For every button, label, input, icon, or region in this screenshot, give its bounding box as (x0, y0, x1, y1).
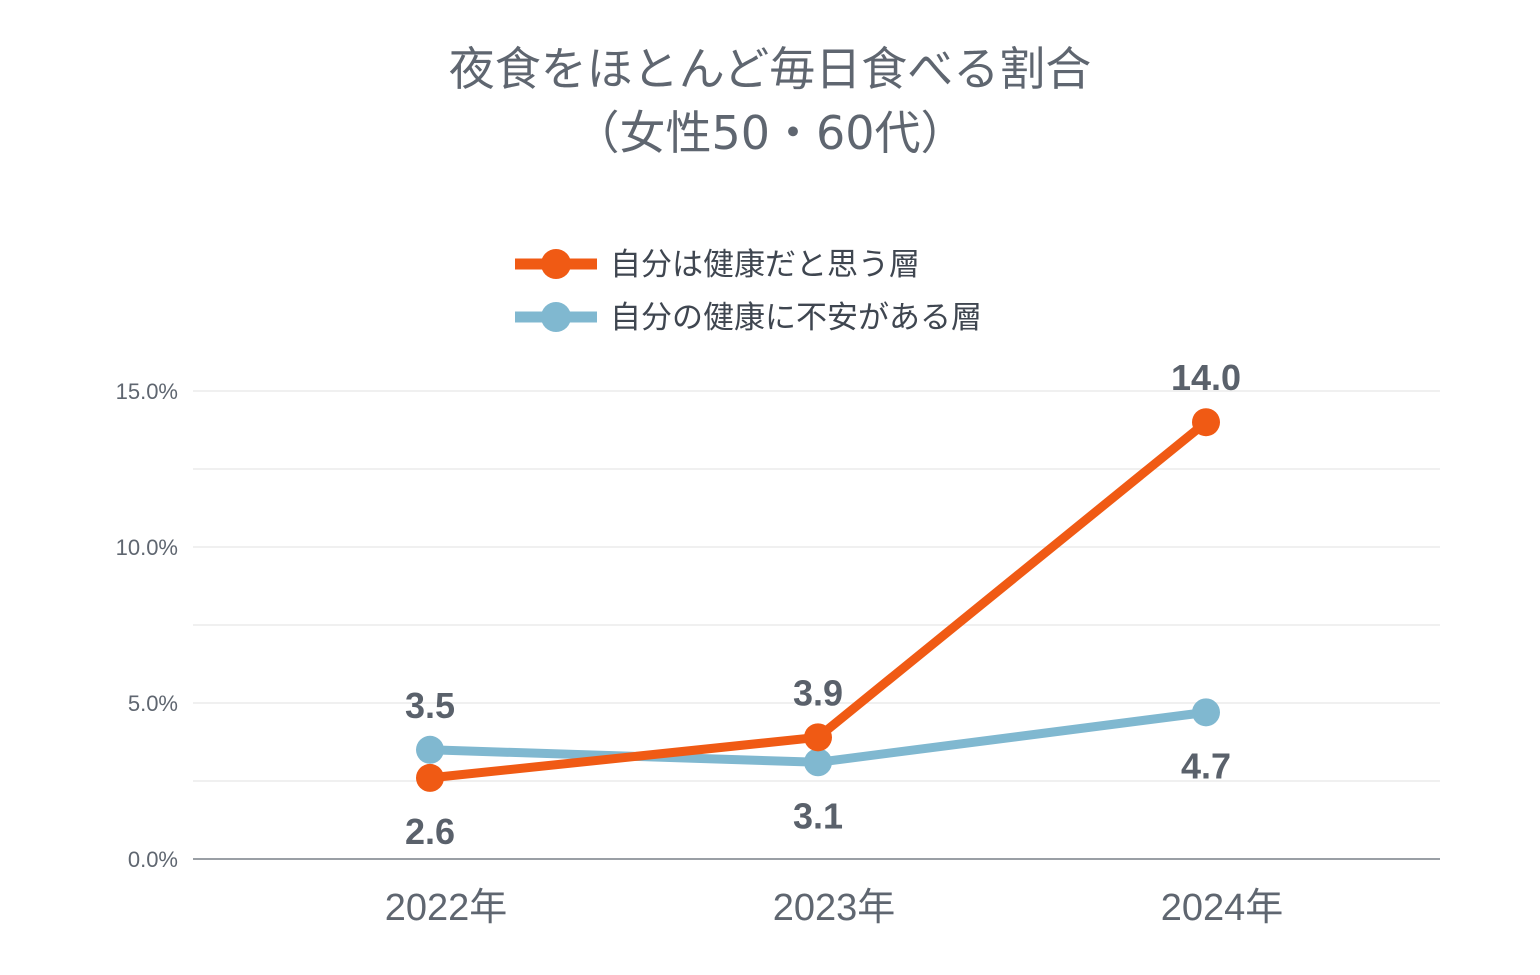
data-point (804, 723, 832, 752)
legend-label: 自分は健康だと思う層 (610, 247, 920, 283)
y-tick-label: 15.0% (116, 379, 178, 404)
data-point (1192, 698, 1220, 727)
data-point (804, 748, 832, 777)
legend-label: 自分の健康に不安がある層 (610, 300, 982, 336)
y-tick-label: 5.0% (128, 691, 178, 716)
legend-swatch-marker (541, 249, 571, 279)
legend-swatch-marker (541, 302, 571, 332)
data-labels: 2.6 3.9 14.0 3.5 3.1 4.7 (405, 357, 1241, 852)
data-point (1192, 408, 1220, 437)
series-group (416, 408, 1220, 792)
data-label: 3.1 (793, 795, 843, 836)
data-label: 14.0 (1171, 357, 1241, 398)
data-label: 2.6 (405, 811, 455, 852)
y-tick-label: 0.0% (128, 847, 178, 872)
grid-lines (193, 390, 1440, 782)
data-label: 3.5 (405, 685, 455, 726)
x-tick-label: 2022年 (385, 887, 508, 929)
data-point (416, 763, 444, 792)
x-tick-label: 2023年 (773, 887, 896, 929)
x-tick-label: 2024年 (1161, 887, 1284, 929)
y-tick-label: 10.0% (116, 535, 178, 560)
data-label: 3.9 (793, 672, 843, 713)
data-label: 4.7 (1181, 745, 1231, 786)
chart-title-line1: 夜食をほとんど毎日食べる割合 (448, 42, 1092, 96)
chart-title-line2: （女性50・60代） (573, 106, 967, 160)
data-point (416, 735, 444, 764)
axes: 0.0% 5.0% 10.0% 15.0% 2022年 2023年 2024年 (116, 379, 1440, 929)
